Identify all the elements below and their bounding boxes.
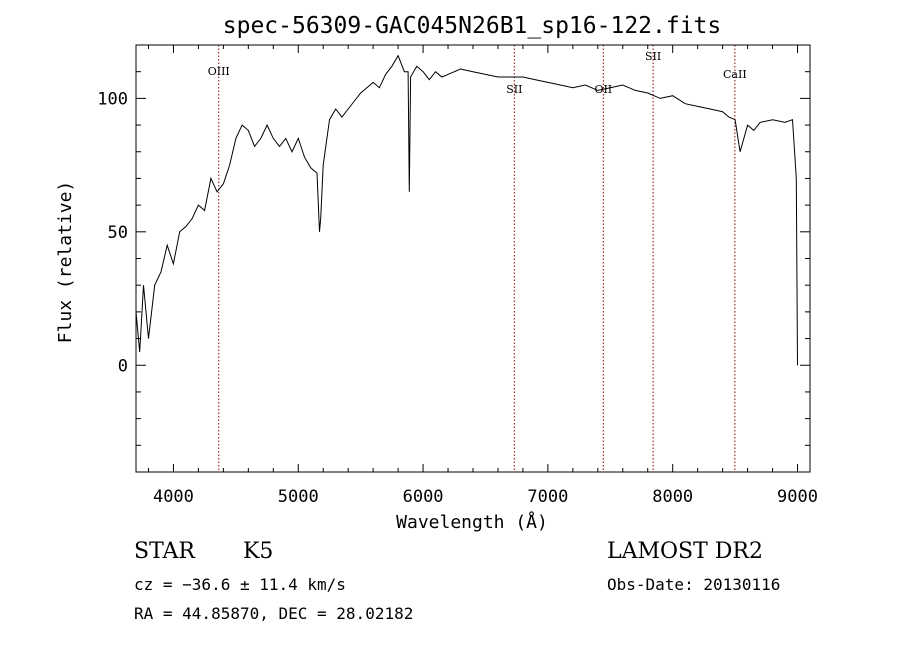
x-axis-label: Wavelength (Å): [396, 511, 548, 533]
object-type: STAR: [134, 539, 195, 564]
y-tick-label: 50: [108, 223, 128, 243]
line-marker-label: OIII: [208, 65, 230, 78]
spectrum-series-line: [135, 54, 798, 366]
x-tick-label: 7000: [527, 487, 568, 507]
line-marker-label: CaII: [723, 68, 747, 81]
x-tick-label: 5000: [278, 487, 319, 507]
chart-title: spec-56309-GAC045N26B1_sp16-122.fits: [223, 13, 722, 39]
redshift-cz: cz = −36.6 ± 11.4 km/s: [134, 575, 346, 594]
spectral-subclass: K5: [243, 539, 274, 564]
x-tick-label: 4000: [153, 487, 194, 507]
y-tick-label: 100: [97, 89, 128, 109]
survey-name: LAMOST DR2: [607, 539, 763, 564]
line-marker-label: SII: [506, 83, 522, 96]
y-axis-label: Flux (relative): [55, 181, 76, 344]
x-tick-label: 8000: [652, 487, 693, 507]
x-tick-label: 9000: [777, 487, 818, 507]
observation-date: Obs-Date: 20130116: [607, 575, 781, 594]
y-axis-ticks: 0 50 100: [97, 44, 810, 446]
coordinates: RA = 44.85870, DEC = 28.02182: [134, 604, 414, 623]
x-tick-label: 6000: [403, 487, 444, 507]
x-axis-ticks: 4000 5000 6000 7000 8000 9000: [147, 45, 818, 507]
line-marker-label: SII: [645, 50, 661, 63]
y-tick-label: 0: [118, 356, 128, 376]
